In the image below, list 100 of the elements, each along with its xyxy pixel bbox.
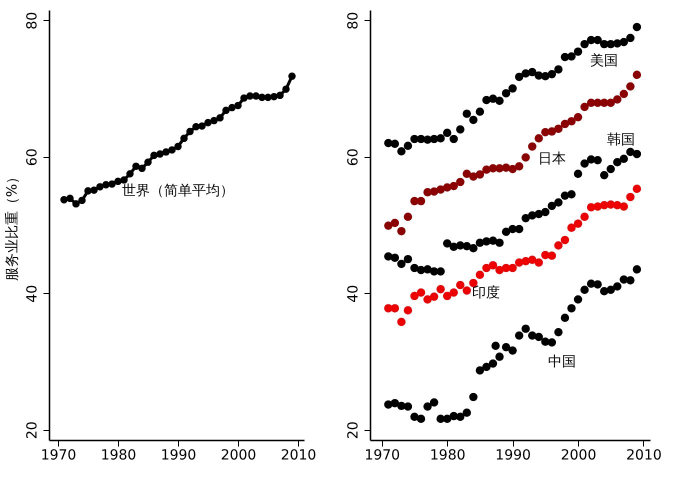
point (548, 127, 556, 136)
point (600, 171, 608, 180)
point (554, 198, 563, 207)
point (495, 266, 504, 274)
point (443, 239, 452, 248)
point (404, 254, 412, 264)
point (522, 324, 530, 333)
point (186, 128, 194, 136)
point (528, 142, 536, 151)
point (574, 47, 582, 56)
point (443, 292, 452, 300)
x-tick-label: 1970 (40, 448, 76, 464)
point (580, 102, 589, 112)
point (72, 200, 80, 208)
point (508, 264, 517, 272)
point (593, 280, 602, 289)
series-label: 美国 (590, 53, 618, 69)
series-label: 印度 (472, 285, 500, 301)
point (404, 402, 412, 411)
point (606, 98, 615, 107)
point (502, 343, 510, 352)
point (514, 162, 524, 170)
point (488, 261, 498, 270)
point (534, 332, 543, 342)
point (502, 89, 510, 98)
point (96, 183, 104, 190)
point (450, 182, 458, 190)
point (514, 224, 524, 234)
point (560, 120, 570, 128)
point (397, 318, 406, 326)
point (508, 164, 517, 174)
point (534, 210, 543, 218)
point (626, 82, 635, 91)
x-tick-label: 2010 (626, 448, 662, 464)
point (580, 286, 589, 294)
point (567, 190, 576, 198)
series-label: 韩国 (607, 132, 635, 148)
y-tick-label: 40 (24, 284, 40, 303)
point (430, 292, 438, 301)
point (514, 331, 524, 340)
point (462, 170, 472, 178)
point (144, 158, 152, 166)
point (522, 153, 530, 162)
point (574, 170, 582, 178)
point (528, 256, 536, 264)
point (462, 408, 472, 417)
point (456, 412, 464, 421)
point (156, 150, 164, 158)
point (423, 265, 432, 274)
point (150, 152, 158, 160)
point (126, 170, 134, 178)
point (252, 92, 260, 100)
x-tick-label: 1990 (160, 448, 196, 464)
point (397, 226, 406, 236)
point (410, 292, 419, 300)
point (404, 212, 412, 221)
point (476, 108, 484, 116)
point (620, 38, 628, 46)
point (66, 194, 74, 202)
point (416, 288, 426, 297)
point (567, 304, 576, 312)
y-tick-label: 20 (24, 421, 40, 440)
point (508, 346, 517, 355)
point (410, 412, 419, 421)
point (228, 104, 236, 112)
point (514, 72, 524, 82)
point (436, 267, 445, 276)
point (613, 95, 622, 104)
point (606, 286, 615, 294)
point (416, 414, 426, 424)
point (138, 164, 146, 172)
point (84, 187, 92, 195)
point (430, 398, 438, 407)
point (78, 196, 86, 204)
point (554, 241, 563, 250)
point (436, 185, 445, 194)
point (198, 122, 206, 130)
point (495, 238, 504, 247)
point (632, 184, 642, 193)
point (580, 40, 589, 48)
point (469, 244, 478, 252)
point (626, 192, 635, 202)
point (462, 242, 472, 250)
point (534, 134, 543, 142)
point (620, 90, 628, 98)
point (204, 118, 212, 126)
y-tick-label: 60 (24, 148, 40, 166)
point (210, 116, 218, 124)
point (264, 94, 272, 102)
point (606, 164, 615, 174)
x-tick-label: 2000 (220, 448, 256, 464)
point (234, 102, 242, 110)
point (132, 162, 140, 170)
point (495, 352, 504, 361)
point (554, 124, 563, 133)
point (222, 106, 230, 114)
point (450, 134, 458, 144)
point (410, 264, 419, 272)
point (469, 172, 478, 181)
point (114, 178, 122, 186)
